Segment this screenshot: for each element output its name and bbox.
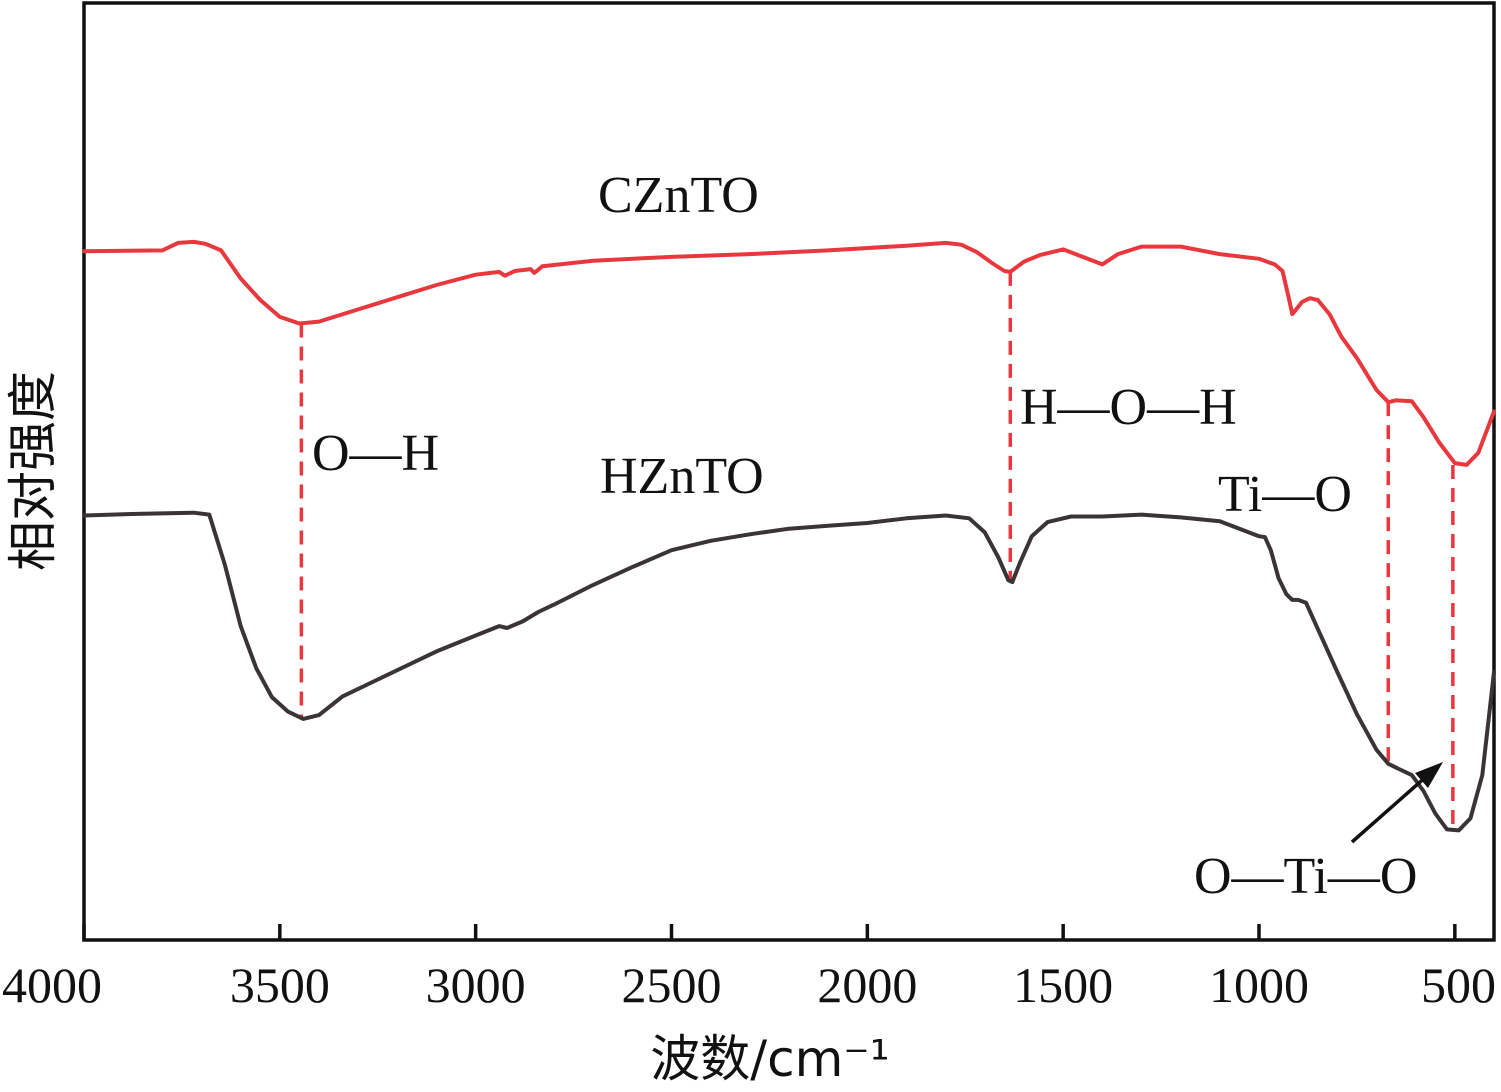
x-tick-label-3500: 3500 xyxy=(230,957,330,1013)
label-cznto: CZnTO xyxy=(598,167,759,224)
label-o-ti-o: O—Ti—O xyxy=(1194,848,1418,905)
label-h-o-h: H—O—H xyxy=(1020,379,1237,436)
label-hznto: HZnTO xyxy=(600,448,764,505)
series-line-hznto xyxy=(82,510,1496,833)
peak-markers xyxy=(299,271,1455,831)
y-axis-title: 相对强度 xyxy=(4,371,62,571)
x-tick-label-3000: 3000 xyxy=(426,957,526,1013)
series-line-cznto xyxy=(82,239,1496,467)
x-axis-ticks: 4000 3500 3000 2500 2000 1500 1000 500 xyxy=(2,924,1496,1013)
label-o-h: O—H xyxy=(312,425,439,482)
series-group xyxy=(82,239,1496,833)
x-tick-label-4000: 4000 xyxy=(2,957,102,1013)
x-tick-label-2000: 2000 xyxy=(817,957,917,1013)
x-tick-label-500: 500 xyxy=(1421,957,1496,1013)
x-tick-label-1000: 1000 xyxy=(1209,957,1309,1013)
plot-frame xyxy=(82,1,1496,942)
o-ti-o-arrow xyxy=(1350,762,1443,844)
x-axis-title: 波数/cm⁻¹ xyxy=(650,1030,889,1088)
x-tick-label-2500: 2500 xyxy=(622,957,722,1013)
x-tick-label-1500: 1500 xyxy=(1013,957,1113,1013)
label-ti-o: Ti—O xyxy=(1218,466,1352,523)
